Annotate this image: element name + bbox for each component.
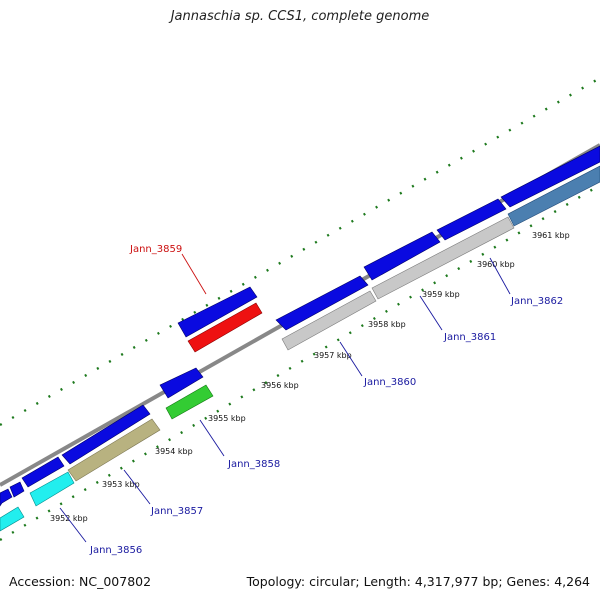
leader-line-3856 <box>59 507 87 543</box>
map-title: Jannaschia sp. CCS1, complete genome <box>170 9 430 24</box>
gene-label-3862[interactable]: Jann_3862 <box>510 296 563 307</box>
gene-label-3860[interactable]: Jann_3860 <box>363 377 416 388</box>
gene-block-green[interactable] <box>165 384 214 420</box>
gene-label-3856[interactable]: Jann_3856 <box>89 545 142 556</box>
reverse-genes <box>0 165 600 532</box>
gene-block-f2[interactable] <box>9 481 25 498</box>
leader-line-3857 <box>123 469 151 505</box>
tick-label: 3956 kbp <box>261 381 299 390</box>
tick-label: 3959 kbp <box>422 290 460 299</box>
forward-genes <box>0 145 600 507</box>
gene-block-gray1[interactable] <box>281 290 377 351</box>
gene-label-3859[interactable]: Jann_3859 <box>129 244 182 255</box>
accession-text: Accession: NC_007802 <box>9 574 152 589</box>
tick-label: 3957 kbp <box>314 351 352 360</box>
gene-block-f9[interactable] <box>436 198 507 241</box>
tick-label: 3953 kbp <box>102 480 140 489</box>
gene-block-f5[interactable] <box>159 367 204 399</box>
gene-labels: Jann_3856 Jann_3857 Jann_3858 Jann_3859 … <box>89 244 563 556</box>
tick-label: 3954 kbp <box>155 447 193 456</box>
gene-block-f3[interactable] <box>21 456 65 488</box>
leader-line-3858 <box>199 419 225 457</box>
leader-line-3861 <box>419 295 443 331</box>
gene-block-f7[interactable] <box>275 275 369 331</box>
gene-block-f4[interactable] <box>61 404 151 465</box>
gene-block-cyan1[interactable] <box>0 506 25 532</box>
inner-dotted-scale <box>0 183 600 542</box>
tick-label: 3958 kbp <box>368 320 406 329</box>
tick-label: 3960 kbp <box>477 260 515 269</box>
tick-label: 3952 kbp <box>50 514 88 523</box>
gene-block-f10[interactable] <box>500 145 600 208</box>
leader-line-3862 <box>489 257 511 295</box>
leader-line-3860 <box>339 341 363 377</box>
gene-block-f8[interactable] <box>363 231 441 281</box>
gene-block-gray2[interactable] <box>371 216 515 300</box>
gene-block-cyan2[interactable] <box>29 471 75 507</box>
gene-block-f6[interactable] <box>177 286 258 338</box>
tick-label: 3961 kbp <box>532 231 570 240</box>
outer-dotted-scale <box>0 76 600 427</box>
tick-labels: 3952 kbp 3953 kbp 3954 kbp 3955 kbp 3956… <box>50 231 570 523</box>
tick-label: 3955 kbp <box>208 414 246 423</box>
gene-block-olive[interactable] <box>67 418 161 482</box>
gene-block-f1[interactable] <box>0 488 13 507</box>
leader-line-3859 <box>181 253 207 295</box>
gene-label-3857[interactable]: Jann_3857 <box>150 506 203 517</box>
gene-label-3858[interactable]: Jann_3858 <box>227 459 280 470</box>
gene-block-steel[interactable] <box>507 165 600 227</box>
leader-lines <box>59 253 511 543</box>
gene-label-3861[interactable]: Jann_3861 <box>443 332 496 343</box>
genome-stats-text: Topology: circular; Length: 4,317,977 bp… <box>246 574 590 589</box>
gene-block-red[interactable] <box>187 302 263 353</box>
